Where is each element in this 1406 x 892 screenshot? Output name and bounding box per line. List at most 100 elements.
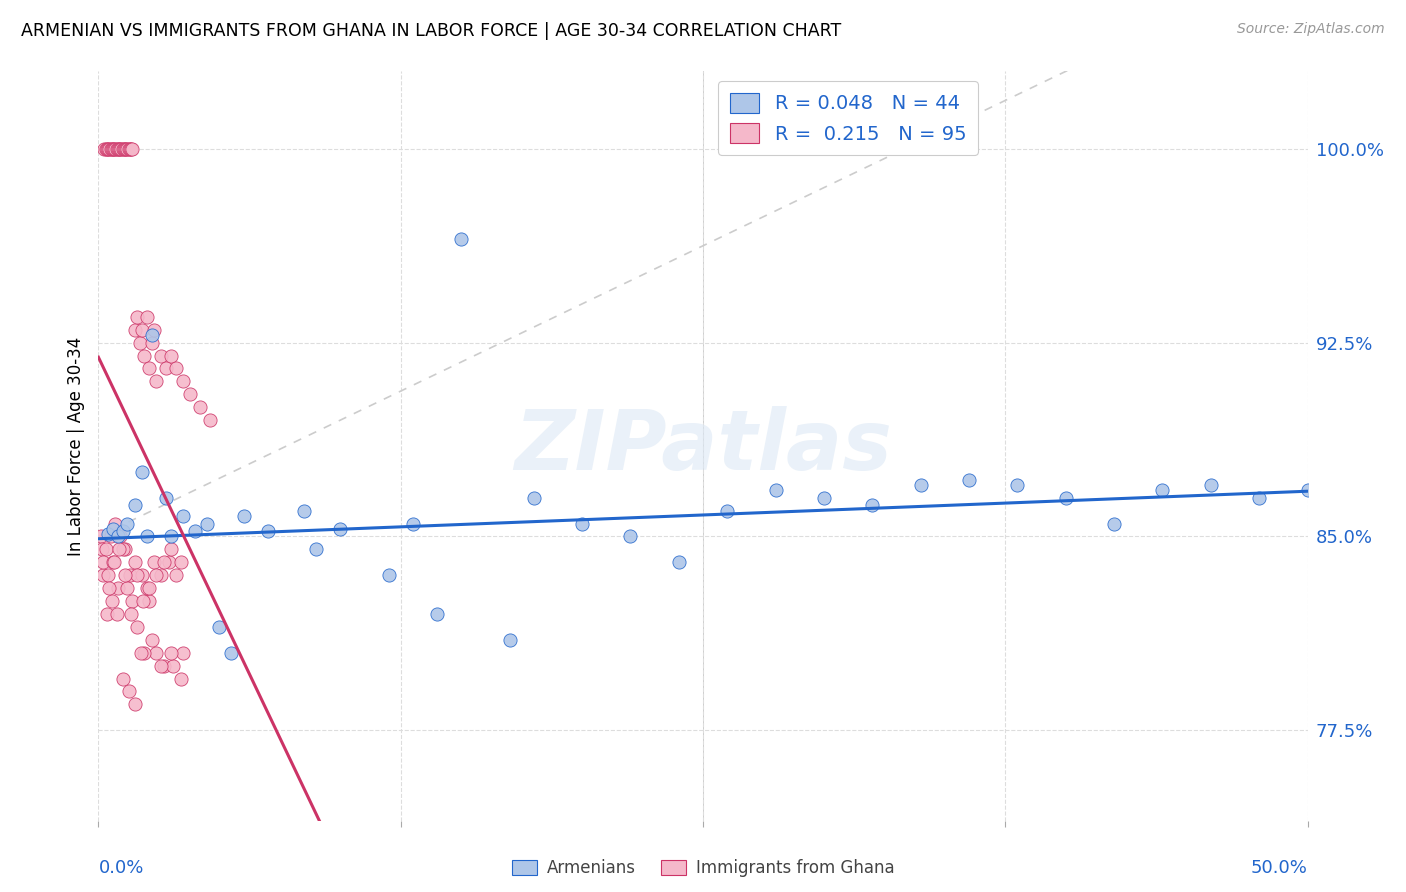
Point (96, 142, 118, 156)
Point (426, 607, 449, 621)
Point (114, 142, 136, 156)
Point (619, 529, 641, 543)
Point (281, 826, 304, 840)
Point (155, 361, 177, 376)
Point (910, 477, 932, 491)
Point (152, 658, 174, 673)
Point (97, 142, 120, 156)
Point (131, 323, 153, 337)
Point (117, 516, 139, 531)
Point (138, 581, 160, 595)
Point (377, 568, 399, 582)
Point (160, 349, 183, 363)
Legend: Armenians, Immigrants from Ghana: Armenians, Immigrants from Ghana (505, 853, 901, 884)
Point (91, 542, 114, 557)
Point (184, 524, 207, 539)
Point (402, 516, 425, 531)
Point (134, 646, 156, 660)
Point (172, 508, 194, 523)
Text: 50.0%: 50.0% (1251, 859, 1308, 878)
Point (765, 483, 787, 497)
Point (450, 232, 472, 246)
Point (98, 581, 121, 595)
Point (91, 555, 114, 569)
Point (138, 361, 160, 376)
Point (107, 529, 129, 543)
Point (108, 142, 131, 156)
Point (114, 542, 136, 557)
Point (100, 142, 122, 156)
Point (162, 658, 184, 673)
Point (120, 142, 142, 156)
Point (165, 568, 187, 582)
Point (107, 581, 129, 595)
Point (145, 375, 167, 389)
Point (141, 335, 163, 350)
Point (121, 142, 143, 156)
Point (103, 142, 125, 156)
Text: Source: ZipAtlas.com: Source: ZipAtlas.com (1237, 22, 1385, 37)
Point (114, 568, 136, 582)
Point (118, 684, 141, 698)
Point (111, 672, 134, 686)
Point (172, 375, 194, 389)
Point (256, 524, 278, 539)
Point (120, 607, 142, 621)
Point (305, 542, 328, 557)
Point (141, 632, 163, 647)
Point (127, 568, 149, 582)
Point (127, 620, 149, 634)
Point (571, 516, 593, 531)
Point (860, 499, 883, 513)
Point (118, 142, 141, 156)
Point (118, 142, 141, 156)
Point (1102, 516, 1125, 531)
Point (108, 142, 131, 156)
Point (957, 473, 980, 487)
Point (141, 327, 163, 342)
Point (143, 555, 166, 569)
Point (101, 555, 124, 569)
Point (118, 568, 141, 582)
Point (108, 542, 131, 557)
Point (160, 646, 183, 660)
Point (93, 142, 115, 156)
Point (135, 529, 157, 543)
Point (100, 594, 122, 608)
Point (498, 632, 520, 647)
Point (150, 658, 173, 673)
Point (155, 491, 177, 505)
Point (97, 568, 120, 582)
Point (143, 323, 166, 337)
Point (1152, 483, 1174, 497)
Point (131, 465, 153, 479)
Point (668, 555, 690, 569)
Point (157, 555, 180, 569)
Point (129, 646, 152, 660)
Point (150, 568, 173, 582)
Point (105, 142, 128, 156)
Point (98, 142, 121, 156)
Point (124, 499, 146, 513)
Text: ZIPatlas: ZIPatlas (515, 406, 891, 486)
Point (117, 581, 139, 595)
Point (100, 142, 122, 156)
Point (716, 503, 738, 517)
Point (329, 522, 352, 536)
Point (1199, 477, 1222, 491)
Point (150, 349, 173, 363)
Point (172, 646, 194, 660)
Text: ARMENIAN VS IMMIGRANTS FROM GHANA IN LABOR FORCE | AGE 30-34 CORRELATION CHART: ARMENIAN VS IMMIGRANTS FROM GHANA IN LAB… (21, 22, 841, 40)
Point (134, 349, 156, 363)
Point (97, 526, 120, 541)
Point (127, 310, 149, 324)
Point (94, 542, 117, 557)
Point (121, 594, 143, 608)
Point (160, 529, 183, 543)
Point (117, 142, 139, 156)
Point (152, 555, 174, 569)
Point (131, 568, 153, 582)
Point (135, 310, 157, 324)
Point (169, 555, 191, 569)
Point (101, 522, 124, 536)
